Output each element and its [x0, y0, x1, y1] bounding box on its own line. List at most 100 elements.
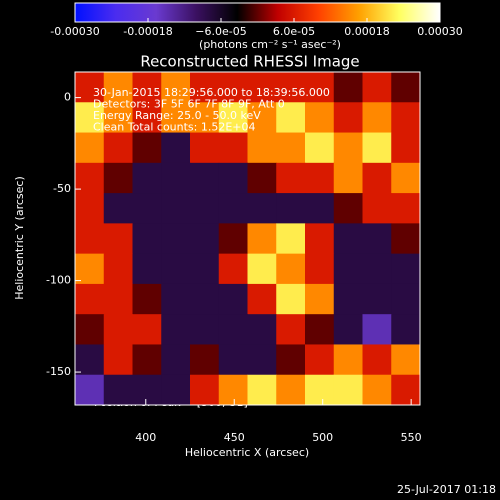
heatmap-cell [132, 283, 162, 315]
heatmap-cell [333, 162, 363, 194]
heatmap-cell [132, 374, 162, 406]
chart-title: Reconstructed RHESSI Image [140, 53, 359, 71]
heatmap-cell [276, 253, 306, 285]
heatmap-cell [362, 283, 392, 315]
heatmap-cell [190, 102, 220, 134]
heatmap-cell [218, 102, 248, 134]
heatmap-cell [103, 223, 133, 255]
colorbar-tick-label: 6.0e-05 [273, 25, 315, 38]
y-tick-label: -150 [46, 365, 71, 378]
heatmap-cell [132, 132, 162, 164]
heatmap-cell [333, 132, 363, 164]
y-tick-label: -50 [53, 182, 71, 195]
y-tick-label: 0 [64, 91, 71, 104]
heatmap-cell [103, 162, 133, 194]
heatmap-cell [276, 374, 306, 406]
colorbar-label: (photons cm⁻² s⁻¹ asec⁻²) [199, 38, 341, 51]
heatmap-cell [132, 223, 162, 255]
heatmap-cell [276, 162, 306, 194]
heatmap [75, 72, 421, 406]
x-tick-label: 500 [312, 431, 333, 444]
heatmap-cell [391, 314, 421, 345]
heatmap-cell [247, 102, 277, 134]
timestamp: 25-Jul-2017 01:18 [397, 483, 496, 496]
heatmap-cell [103, 132, 133, 164]
heatmap-cell [305, 374, 335, 406]
heatmap-cell [305, 193, 335, 224]
heatmap-cell [276, 344, 306, 376]
heatmap-cell [247, 253, 277, 285]
annotation: Detectors: 3F 5F 6F 7F 8F 9F, Att 0 [93, 98, 285, 111]
heatmap-cell [75, 374, 105, 406]
heatmap-cell [333, 223, 363, 255]
heatmap-cell [391, 162, 421, 194]
heatmap-cell [103, 253, 133, 285]
heatmap-cell [75, 283, 105, 315]
heatmap-cell [190, 132, 220, 164]
heatmap-cell [247, 374, 277, 406]
heatmap-cell [391, 102, 421, 134]
heatmap-cell [75, 193, 105, 224]
heatmap-cell [218, 253, 248, 285]
heatmap-cell [391, 132, 421, 164]
heatmap-cell [161, 283, 191, 315]
heatmap-cell [103, 193, 133, 224]
x-tick-label: 400 [135, 431, 156, 444]
heatmap-cell [247, 283, 277, 315]
heatmap-cell [218, 132, 248, 164]
heatmap-cell [190, 162, 220, 194]
heatmap-cell [132, 314, 162, 345]
heatmap-cell [132, 253, 162, 285]
heatmap-cell [218, 344, 248, 376]
heatmap-cell [103, 283, 133, 315]
annotation: Energy Range: 25.0 - 50.0 keV [93, 109, 261, 122]
heatmap-cell [75, 132, 105, 164]
y-tick-label: -100 [46, 274, 71, 287]
heatmap-cell [190, 374, 220, 406]
heatmap-cell [276, 193, 306, 224]
heatmap-cell [333, 344, 363, 376]
heatmap-cell [103, 72, 133, 103]
heatmap-cell [161, 374, 191, 406]
annotation: Clean Total counts: 1.52E+04 [93, 121, 256, 134]
heatmap-cell [362, 253, 392, 285]
heatmap-cell [247, 132, 277, 164]
heatmap-cell [305, 283, 335, 315]
heatmap-cell [218, 374, 248, 406]
heatmap-cell [276, 102, 306, 134]
heatmap-cell [190, 283, 220, 315]
heatmap-cell [362, 102, 392, 134]
heatmap-cell [362, 132, 392, 164]
heatmap-cell [391, 374, 421, 406]
heatmap-cell [161, 344, 191, 376]
colorbar-tick-label: -0.00018 [123, 25, 172, 38]
heatmap-cell [161, 253, 191, 285]
heatmap-cell [132, 72, 162, 103]
x-tick-label: 550 [401, 431, 422, 444]
heatmap-cell [161, 223, 191, 255]
heatmap-cell [247, 162, 277, 194]
heatmap-cell [305, 314, 335, 345]
heatmap-cell [218, 314, 248, 345]
heatmap-cell [247, 344, 277, 376]
heatmap-cell [190, 253, 220, 285]
heatmap-cell [103, 314, 133, 345]
heatmap-cell [333, 253, 363, 285]
heatmap-cell [276, 283, 306, 315]
heatmap-cell [362, 223, 392, 255]
heatmap-cell [161, 102, 191, 134]
heatmap-cell [247, 72, 277, 103]
heatmap-cell [218, 223, 248, 255]
x-axis-label: Heliocentric X (arcsec) [185, 446, 309, 459]
heatmap-cell [132, 102, 162, 134]
heatmap-cell [362, 162, 392, 194]
heatmap-cell [75, 102, 105, 134]
colorbar-tick-label: -0.00030 [50, 25, 99, 38]
heatmap-cell [132, 193, 162, 224]
heatmap-cell [75, 223, 105, 255]
heatmap-cell [362, 314, 392, 345]
annotation: 30-Jan-2015 18:29:56.000 to 18:39:56.000 [93, 86, 330, 99]
heatmap-cell [391, 223, 421, 255]
heatmap-cell [391, 193, 421, 224]
